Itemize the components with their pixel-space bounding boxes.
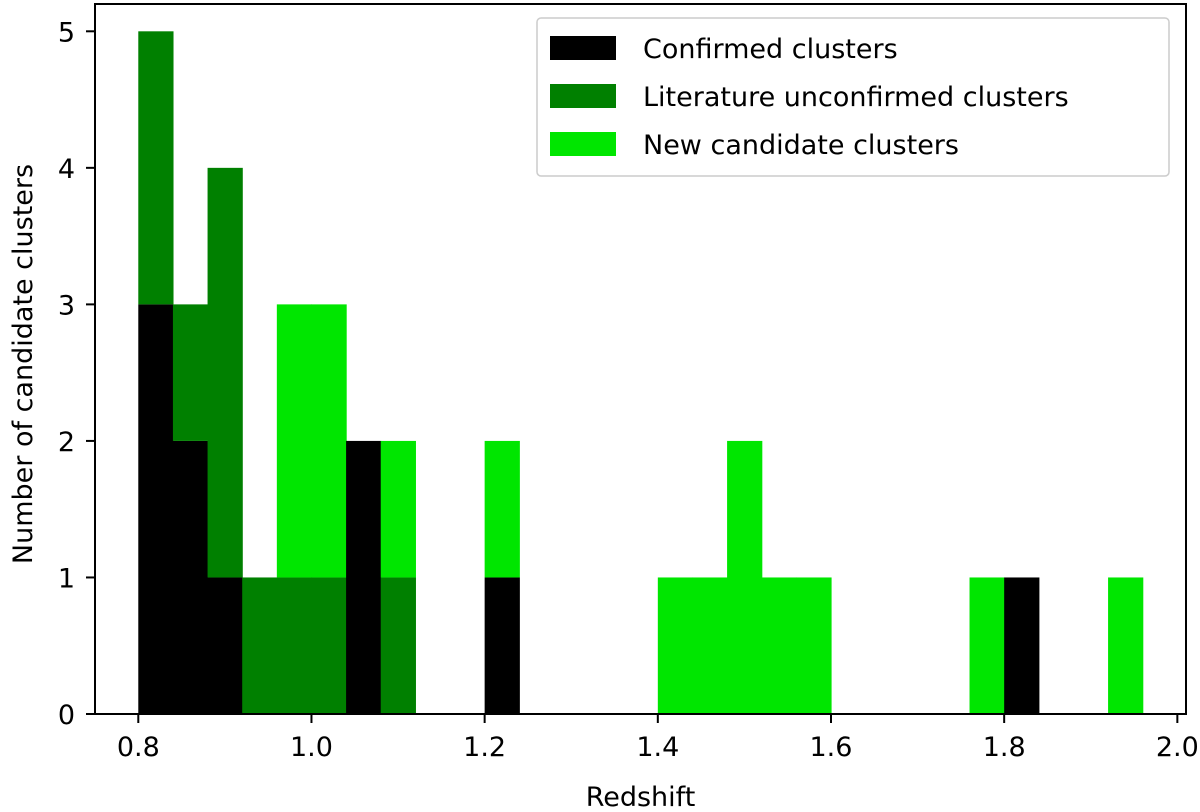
y-axis-label: Number of candidate clusters [8, 164, 39, 564]
x-tick-label: 1.8 [983, 732, 1026, 763]
bar-series2-bin18 [761, 577, 797, 714]
legend-entry-label: New candidate clusters [643, 130, 959, 161]
x-tick-label: 1.6 [810, 732, 853, 763]
bar-series1-bin1 [172, 304, 209, 441]
bar-series2-bin7 [380, 440, 416, 578]
bar-series1-bin3 [242, 577, 278, 714]
bars-layer [138, 31, 1144, 714]
y-tick-label: 5 [58, 17, 75, 48]
plot-frame [94, 3, 1187, 715]
legend: Confirmed clusters Literature unconfirmed… [536, 17, 1170, 177]
bar-series2-bin17 [727, 440, 763, 714]
legend-entry-label: Confirmed clusters [643, 34, 898, 65]
bar-series2-bin16 [692, 577, 728, 714]
bar-series2-bin28 [1108, 577, 1144, 714]
y-tick-label: 2 [58, 427, 75, 458]
axes-layer: 0.8 1.0 1.2 1.4 1.6 1.8 2.0 0 1 2 3 4 5 [58, 3, 1199, 763]
bar-series0-bin2 [207, 577, 243, 714]
bar-series0-bin10 [484, 577, 520, 714]
bar-series0-bin1 [172, 440, 209, 714]
bar-series2-bin24 [969, 577, 1005, 714]
bar-series2-bin5 [311, 304, 347, 578]
bar-series1-bin2 [207, 167, 243, 578]
legend-swatch [550, 36, 616, 60]
y-tick-label: 4 [58, 154, 75, 185]
x-tick-label: 1.0 [290, 732, 333, 763]
y-tick-label: 1 [58, 563, 75, 594]
bar-series1-bin0 [138, 31, 174, 305]
bar-series2-bin10 [484, 440, 520, 578]
legend-box [536, 17, 1170, 177]
bar-series2-bin15 [657, 577, 694, 714]
legend-entry-label: Literature unconfirmed clusters [643, 82, 1069, 113]
x-tick-label: 2.0 [1156, 732, 1199, 763]
x-tick-label: 1.4 [636, 732, 679, 763]
y-tick-label: 3 [58, 290, 75, 321]
x-tick-label: 1.2 [463, 732, 506, 763]
bar-series0-bin25 [1004, 577, 1040, 714]
bar-series0-bin6 [346, 440, 382, 714]
bar-series2-bin19 [796, 577, 832, 714]
bar-series1-bin5 [311, 577, 347, 714]
y-tick-label: 0 [58, 700, 75, 731]
bar-series1-bin4 [276, 577, 313, 714]
x-tick-label: 0.8 [117, 732, 160, 763]
bar-series1-bin7 [380, 577, 416, 714]
legend-swatch [550, 84, 616, 108]
bar-series0-bin0 [138, 304, 174, 714]
x-axis-label: Redshift [586, 782, 696, 812]
bar-series2-bin4 [276, 304, 313, 578]
legend-swatch [550, 132, 616, 156]
